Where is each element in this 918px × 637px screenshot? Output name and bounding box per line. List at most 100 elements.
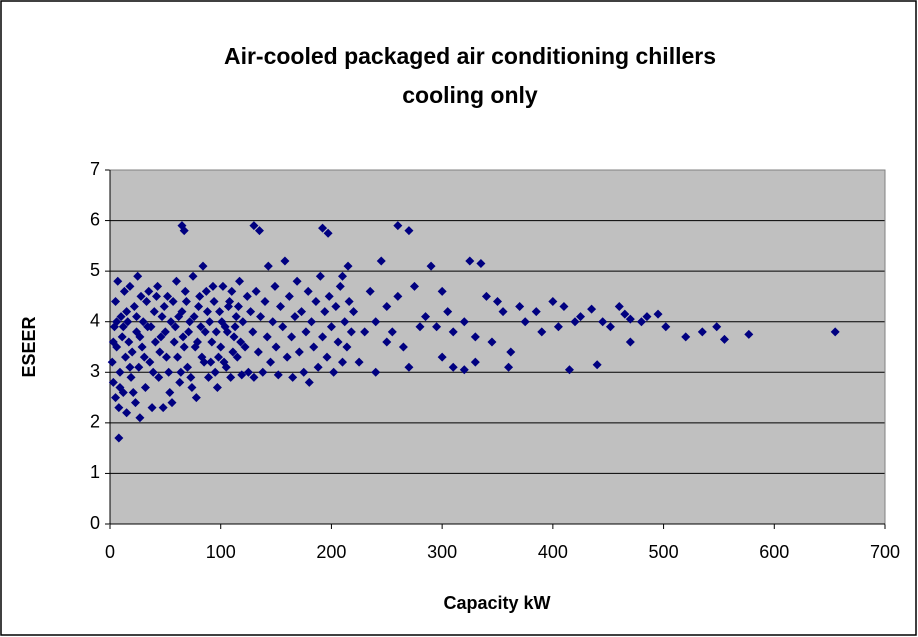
point	[329, 367, 339, 377]
point	[349, 307, 359, 317]
point	[207, 337, 217, 347]
point	[173, 352, 183, 362]
point	[201, 286, 211, 296]
point	[426, 261, 436, 271]
point	[152, 291, 161, 301]
point	[470, 357, 480, 367]
x-tick-label: 600	[759, 542, 789, 562]
point	[142, 296, 152, 306]
point	[135, 413, 145, 423]
point	[465, 256, 475, 266]
point	[146, 322, 156, 332]
point	[297, 307, 307, 317]
point	[227, 286, 237, 296]
point	[335, 281, 345, 291]
point	[192, 337, 202, 347]
point	[149, 307, 159, 317]
point	[258, 367, 268, 377]
point	[309, 342, 319, 352]
point	[307, 317, 316, 327]
point	[614, 302, 624, 312]
point	[198, 261, 208, 271]
plot-area	[110, 170, 885, 524]
point	[210, 367, 220, 377]
x-tick-label: 700	[870, 542, 900, 562]
point	[206, 357, 216, 367]
point	[225, 296, 235, 306]
point	[371, 317, 381, 327]
point	[169, 337, 179, 347]
point	[118, 322, 128, 332]
point	[128, 388, 138, 398]
point	[156, 332, 166, 342]
point	[432, 322, 442, 332]
point	[164, 367, 174, 377]
point	[114, 433, 124, 443]
point	[437, 352, 447, 362]
point	[270, 281, 280, 291]
point	[266, 357, 276, 367]
point	[157, 312, 167, 322]
point	[712, 322, 722, 332]
point	[125, 362, 135, 372]
point	[108, 377, 118, 387]
point	[248, 327, 258, 337]
point	[318, 332, 328, 342]
point	[211, 327, 221, 337]
point	[186, 372, 196, 382]
point	[167, 398, 177, 408]
point	[592, 360, 602, 370]
point	[276, 302, 285, 312]
point	[393, 221, 403, 231]
point	[179, 342, 189, 352]
point	[263, 261, 273, 271]
point	[242, 291, 252, 301]
point	[113, 276, 123, 286]
y-tick-label: 0	[90, 513, 100, 533]
y-tick-label: 5	[90, 260, 100, 280]
chart-title: cooling only	[402, 82, 538, 108]
x-tick-label: 400	[538, 542, 568, 562]
point	[559, 302, 569, 312]
point	[288, 372, 298, 382]
point	[338, 271, 347, 281]
point	[165, 388, 175, 398]
point	[387, 327, 397, 337]
point	[681, 332, 691, 342]
point	[515, 302, 525, 312]
point	[130, 398, 140, 408]
point	[278, 322, 288, 332]
point	[459, 317, 469, 327]
point	[127, 347, 137, 357]
point	[133, 271, 143, 281]
point	[196, 322, 206, 332]
point	[393, 291, 403, 301]
point	[170, 322, 180, 332]
point	[360, 327, 370, 337]
point	[189, 312, 199, 322]
point	[153, 281, 163, 291]
point	[218, 281, 228, 291]
point	[318, 223, 328, 233]
point	[231, 312, 241, 322]
point	[209, 296, 219, 306]
point	[504, 362, 514, 372]
point	[642, 312, 652, 322]
point	[204, 372, 214, 382]
point	[124, 337, 134, 347]
point	[147, 403, 157, 413]
point	[294, 347, 304, 357]
point	[176, 367, 186, 377]
y-tick-label: 1	[90, 462, 100, 482]
point	[284, 291, 294, 301]
point	[344, 296, 354, 306]
point	[115, 367, 125, 377]
point	[144, 286, 154, 296]
point	[299, 367, 309, 377]
point	[202, 307, 212, 317]
point	[111, 296, 121, 306]
point	[115, 382, 125, 392]
point	[132, 312, 142, 322]
point	[253, 347, 263, 357]
point	[576, 312, 586, 322]
